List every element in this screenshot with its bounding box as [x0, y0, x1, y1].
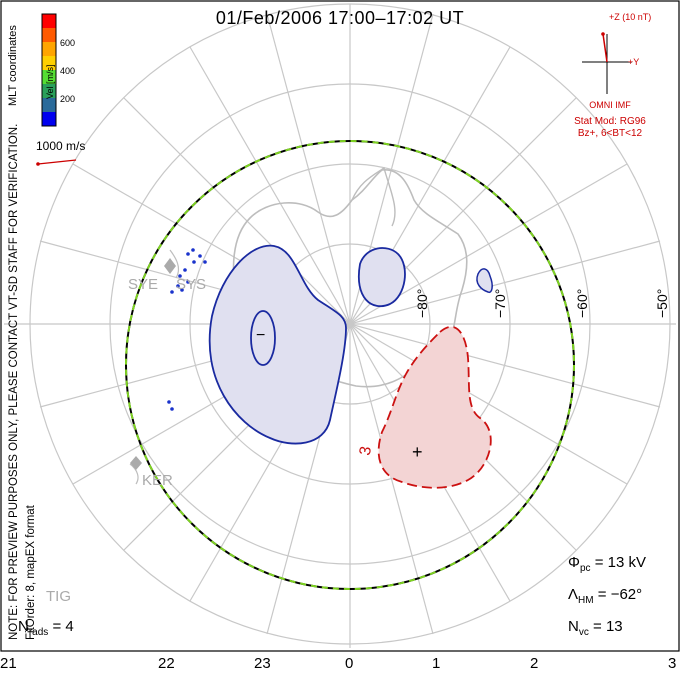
- nvc-symbol: N: [568, 618, 579, 635]
- phi-symbol: Φ: [568, 554, 580, 571]
- colorbar-segment: [42, 98, 56, 112]
- negative-potential-marker: −: [256, 327, 266, 344]
- lat-label-80: −80°: [414, 288, 430, 318]
- colorbar-segment: [42, 28, 56, 42]
- colorbar-outline: [41, 13, 57, 127]
- lambda-value: = −62°: [597, 586, 643, 603]
- lambda-subscript: HM: [578, 595, 594, 606]
- colorbar-segment: [42, 70, 56, 84]
- imf-source-label: OMNI IMF: [589, 100, 631, 110]
- colorbar-segment: [42, 56, 56, 70]
- station-label-sys: SYS: [176, 276, 207, 293]
- map-frame: [0, 0, 680, 652]
- colorbar-segment: [42, 84, 56, 98]
- mlt-label-23: 23: [254, 655, 271, 672]
- mlt-label-21: 21: [0, 655, 17, 672]
- coordinate-system-label: MLT coordinates: [7, 25, 19, 106]
- imf-vector: [602, 33, 608, 63]
- nvc-subscript: vc: [578, 627, 589, 638]
- phi-subscript: pc: [579, 563, 591, 574]
- imf-condition-label: Bz+, 6<BT<12: [577, 128, 643, 139]
- positive-potential-marker: +: [412, 442, 423, 462]
- station-label-ker: KER: [142, 472, 173, 489]
- imf-z-label: +Z (10 nT): [609, 12, 652, 22]
- colorbar-segment: [42, 14, 56, 28]
- scale-vector-origin: [36, 162, 40, 166]
- imf-vector-tip: [601, 32, 605, 36]
- coastline-islands: [129, 249, 180, 485]
- colorbar-tick-200: 200: [60, 94, 76, 104]
- velocity-colorbar: [42, 14, 56, 126]
- scale-vector-label: 1000 m/s: [36, 139, 86, 153]
- negative-cell-tiny: [476, 268, 493, 294]
- colorbar-tick-600: 600: [60, 38, 76, 48]
- mlt-label-2: 2: [530, 655, 539, 672]
- mlt-label-1: 1: [432, 655, 441, 672]
- imf-y-label: +Y: [628, 57, 640, 67]
- mlt-label-3: 3: [668, 655, 677, 672]
- mlt-label-0: 0: [345, 655, 354, 672]
- nrads-symbol: N: [18, 618, 29, 635]
- lat-label-50: −50°: [654, 288, 670, 318]
- lambda-symbol: Λ: [568, 586, 579, 603]
- vector-count: Nvc = 13: [568, 618, 623, 638]
- fit-order-note: FitOrder: 8, mapEX format: [25, 505, 37, 640]
- negative-cell-large: [208, 244, 347, 445]
- positive-cell: [377, 325, 492, 489]
- negative-cell-small: [357, 247, 406, 307]
- station-label-tig: TIG: [46, 588, 71, 605]
- colorbar-segment: [42, 112, 56, 126]
- coastline-peninsula: [351, 166, 396, 227]
- lat-label-60: −60°: [574, 288, 590, 318]
- phi-value: = 13 kV: [594, 554, 646, 571]
- colorbar-unit-label: Vel [m/s]: [45, 64, 55, 99]
- map-title: 01/Feb/2006 17:00–17:02 UT: [215, 8, 465, 28]
- nvc-value: = 13: [593, 618, 623, 635]
- scale-vector: [37, 159, 77, 165]
- colorbar-segment: [42, 42, 56, 56]
- stat-model-label: Stat Mod: RG96: [574, 116, 646, 127]
- station-markers: [130, 258, 176, 470]
- station-label-sye: SYE: [128, 276, 159, 293]
- radar-count: Nrads = 4: [18, 618, 74, 638]
- velocity-vectors: [167, 248, 207, 411]
- cross-polar-potential: Φpc = 13 kV: [568, 554, 646, 574]
- hm-latitude: ΛHM = −62°: [568, 586, 642, 606]
- nrads-value: = 4: [52, 618, 74, 635]
- mlt-meridians: [4, 4, 676, 648]
- negative-cell-core: [250, 310, 276, 366]
- colorbar-tick-400: 400: [60, 66, 76, 76]
- mlt-label-22: 22: [158, 655, 175, 672]
- lat-label-70: −70°: [492, 288, 508, 318]
- hm-boundary-green: [125, 140, 575, 590]
- nrads-subscript: rads: [28, 627, 49, 638]
